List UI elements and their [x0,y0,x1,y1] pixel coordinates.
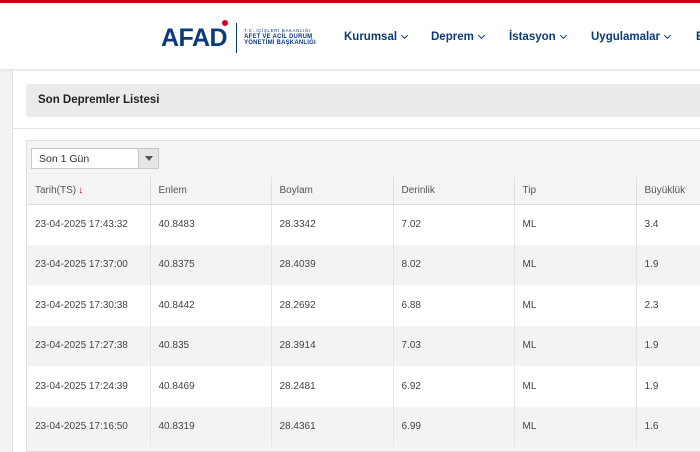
cell-depth: 7.02 [393,204,515,245]
cell-type: ML [514,366,637,407]
nav-item-deprem[interactable]: Deprem [431,31,485,43]
column-header-label: Enlem [158,184,187,196]
cell-magnitude: 3.4 [636,204,700,245]
cell-magnitude: 1.9 [636,366,700,407]
chevron-down-icon [559,31,567,40]
logo-text: T.C. İÇİŞLERİ BAKANLIĞI AFET VE ACİL DUR… [244,28,316,47]
cell-depth: 6.88 [393,285,515,326]
chevron-down-icon [663,31,672,40]
cell-date: 23-04-2025 17:30:38 [27,285,151,326]
cell-longitude: 28.2481 [271,366,394,407]
logo-dot [222,20,228,26]
cell-latitude: 40.8469 [150,366,272,407]
column-header-date[interactable]: Tarih(TS) ↓ [27,177,151,205]
cell-longitude: 28.4039 [271,244,394,285]
cell-latitude: 40.8442 [150,285,272,326]
logo-line-2: AFET VE ACİL DURUM [244,34,313,41]
cell-latitude: 40.835 [150,325,272,366]
nav-item-label: Uygulamalar [591,31,661,43]
cell-depth: 8.02 [393,244,515,285]
cell-depth: 7.03 [393,325,515,366]
cell-depth: 6.92 [393,366,515,407]
cell-depth: 6.99 [393,406,515,447]
cell-type: ML [514,204,637,245]
cell-latitude: 40.8483 [150,204,272,245]
cell-date: 23-04-2025 17:43:32 [27,204,151,245]
cell-date: 23-04-2025 17:16:50 [27,406,151,447]
cell-magnitude: 2.3 [636,285,700,326]
logo-line-1: T.C. İÇİŞLERİ BAKANLIĞI [244,28,311,34]
column-header-label: Boylam [279,184,313,196]
nav-item-kurumsal[interactable]: Kurumsal [344,31,409,43]
page-title: Son Depremler Listesi [38,94,160,106]
cell-date: 23-04-2025 17:24:39 [27,366,151,407]
column-header-label: Tarih(TS) [35,184,77,196]
section-divider [12,128,700,129]
nav-item-label: İstasyon [509,31,556,43]
cell-latitude: 40.8375 [150,244,272,285]
column-header-magnitude[interactable]: Büyüklük [636,177,700,205]
cell-type: ML [514,244,637,285]
site-header: AFAD T.C. İÇİŞLERİ BAKANLIĞI AFET VE ACİ… [0,3,700,69]
time-range-value: Son 1 Gün [39,153,90,165]
nav-item-uygulamalar[interactable]: Uygulamalar [591,31,672,43]
cell-longitude: 28.4361 [271,406,394,447]
dropdown-arrow-icon[interactable] [138,149,158,168]
table-row[interactable]: 23-04-2025 17:16:50 40.8319 28.4361 6.99… [27,406,700,447]
table-row[interactable]: 23-04-2025 17:30:38 40.8442 28.2692 6.88… [27,285,700,326]
chevron-down-icon [477,31,485,40]
cell-date: 23-04-2025 17:27:38 [27,325,151,366]
table-row[interactable]: 23-04-2025 17:24:39 40.8469 28.2481 6.92… [27,366,700,407]
nav-item-label: E [696,31,700,43]
column-header-latitude[interactable]: Enlem [150,177,272,205]
time-range-select[interactable]: Son 1 Gün [31,148,159,169]
nav-item-istasyon[interactable]: İstasyon [509,31,567,43]
table-row[interactable]: 23-04-2025 17:37:00 40.8375 28.4039 8.02… [27,244,700,285]
chevron-down-icon [401,31,409,40]
cell-longitude: 28.3342 [271,204,394,245]
column-header-depth[interactable]: Derinlik [393,177,515,205]
sort-descending-icon[interactable]: ↓ [78,184,84,196]
cell-type: ML [514,325,637,366]
logo-line-3: YÖNETİMİ BAŞKANLIĞI [244,40,316,47]
cell-magnitude: 1.9 [636,244,700,285]
page-title-bar: Son Depremler Listesi [26,84,700,117]
top-accent-line [0,0,700,3]
column-header-label: Büyüklük [644,184,686,196]
column-header-label: Derinlik [401,184,435,196]
afad-logo[interactable]: AFAD T.C. İÇİŞLERİ BAKANLIĞI AFET VE ACİ… [161,20,316,56]
logo-separator [236,23,238,53]
nav-item-cut-off[interactable]: E [696,31,700,43]
table-header-row: Tarih(TS) ↓ Enlem Boylam Derinlik Tip Büy… [27,177,700,205]
column-header-longitude[interactable]: Boylam [271,177,394,205]
cell-magnitude: 1.6 [636,406,700,447]
content-left-border [12,71,13,452]
table-row[interactable]: 23-04-2025 17:27:38 40.835 28.3914 7.03 … [27,325,700,366]
nav-item-label: Deprem [431,31,474,43]
cell-type: ML [514,406,637,447]
cell-longitude: 28.2692 [271,285,394,326]
nav-item-label: Kurumsal [344,31,398,43]
cell-date: 23-04-2025 17:37:00 [27,244,151,285]
cell-longitude: 28.3914 [271,325,394,366]
column-header-type[interactable]: Tip [514,177,637,205]
cell-magnitude: 1.9 [636,325,700,366]
column-header-label: Tip [522,184,537,196]
logo-mark: AFAD [161,23,228,52]
cell-type: ML [514,285,637,326]
earthquake-table: Tarih(TS) ↓ Enlem Boylam Derinlik Tip Büy… [27,177,700,447]
cell-latitude: 40.8319 [150,406,272,447]
table-row[interactable]: 23-04-2025 17:43:32 40.8483 28.3342 7.02… [27,204,700,245]
